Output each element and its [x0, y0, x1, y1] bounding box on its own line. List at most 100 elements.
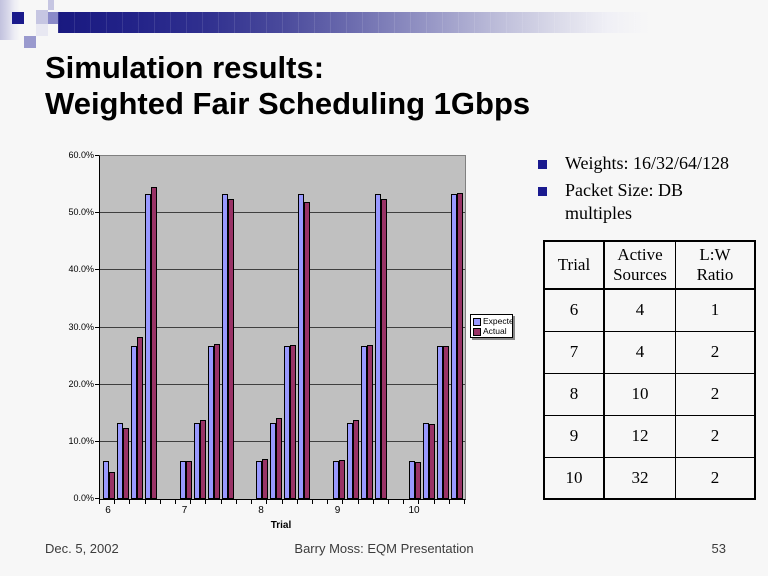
x-axis-tick: [387, 500, 389, 504]
bar-actual: [457, 192, 463, 499]
x-axis-label: 8: [258, 505, 264, 516]
x-axis-tick: [220, 500, 222, 504]
bar-expected: [179, 460, 186, 499]
bar-actual: [290, 344, 296, 499]
bar-actual: [380, 198, 387, 499]
bar-actual: [415, 462, 421, 499]
header-gradient-bar: [58, 12, 650, 33]
bar-actual: [151, 187, 157, 499]
table-cell: 1: [675, 288, 756, 332]
gridline: [100, 212, 465, 214]
table-cell: 7: [543, 330, 605, 374]
title-line-2: Weighted Fair Scheduling 1Gbps: [45, 86, 531, 121]
footer-author: Barry Moss: EQM Presentation: [294, 541, 474, 556]
bar-expected: [374, 194, 381, 499]
x-axis-tick: [418, 500, 420, 504]
bar-expected: [284, 346, 290, 499]
bar-actual: [352, 420, 359, 499]
header-square-top: [48, 0, 54, 10]
bar-expected: [409, 460, 415, 499]
chart-legend: ExpectedActual: [470, 314, 513, 338]
x-axis-tick: [175, 500, 177, 504]
bar-expected: [131, 346, 137, 499]
bar-expected: [221, 194, 228, 499]
page-title: Simulation results: Weighted Fair Schedu…: [45, 50, 530, 122]
table-cell: 2: [675, 372, 756, 416]
x-axis-tick: [327, 500, 329, 504]
bar-actual: [276, 418, 282, 499]
bar-expected: [332, 460, 339, 499]
x-axis-tick: [266, 500, 268, 504]
table-cell: 32: [603, 456, 676, 500]
x-axis-tick: [281, 500, 283, 504]
x-axis-tick: [464, 500, 465, 504]
y-axis-tick: [95, 326, 99, 328]
y-axis-label: 0.0%: [73, 493, 94, 503]
x-axis-tick: [159, 500, 161, 504]
x-axis-tick: [251, 500, 253, 504]
bar-actual: [304, 201, 310, 499]
bar-expected: [437, 346, 443, 499]
bullet-square-icon: [538, 187, 547, 196]
bar-actual: [262, 458, 268, 499]
bar-actual: [429, 423, 435, 499]
x-axis-tick: [342, 500, 344, 504]
x-axis-tick: [129, 500, 131, 504]
x-axis-label: 6: [105, 505, 111, 516]
bullet-text: Packet Size: DB multiples: [565, 180, 683, 223]
y-axis-tick: [95, 155, 99, 156]
x-axis-tick: [311, 500, 313, 504]
y-axis-label: 10.0%: [68, 435, 94, 446]
table-header-cell: L:W Ratio: [675, 240, 756, 290]
header-gradient-strip: [0, 0, 20, 40]
header-square-blue: [48, 12, 58, 24]
y-axis-tick: [95, 440, 99, 442]
legend-swatch-expected: [473, 317, 481, 326]
y-axis-tick: [95, 383, 99, 385]
bar-actual: [137, 337, 143, 499]
bar-expected: [193, 422, 200, 499]
x-axis-tick: [99, 500, 100, 504]
footer-date: Dec. 5, 2002: [45, 541, 119, 556]
table-cell: 2: [675, 414, 756, 458]
bar-actual: [199, 420, 206, 499]
header-square-light: [36, 24, 48, 36]
bar-expected: [103, 460, 109, 499]
y-axis-label: 50.0%: [68, 207, 94, 218]
table-row: 9 12 2: [543, 414, 756, 458]
bar-expected: [207, 346, 214, 499]
bar-actual: [109, 472, 115, 499]
header-square-navy: [12, 12, 24, 24]
bar-expected: [423, 422, 429, 499]
table-cell: 2: [675, 456, 756, 500]
x-axis-tick: [235, 500, 237, 504]
legend-label: Expected: [483, 316, 512, 326]
bullet-square-icon: [538, 160, 547, 169]
bar-expected: [298, 194, 304, 499]
bar-actual: [338, 459, 345, 499]
x-axis-tick: [205, 500, 207, 504]
chart: ExpectedActual Trial 0.0% 10.0% 20.0% 30.0%…: [60, 145, 536, 533]
bar-expected: [145, 194, 151, 499]
table-header-cell: Active Sources: [603, 240, 676, 290]
table-cell: 12: [603, 414, 676, 458]
bar-actual: [185, 460, 192, 499]
x-axis-tick: [403, 500, 405, 504]
legend-item: Actual: [473, 327, 512, 336]
gridline: [100, 440, 465, 442]
x-axis-tick: [433, 500, 435, 504]
page-number: 53: [711, 541, 726, 556]
plot-area: [99, 155, 466, 500]
bar-actual: [213, 344, 220, 499]
x-axis-tick: [296, 500, 298, 504]
bullet-text: Weights: 16/32/64/128: [565, 153, 730, 173]
table-cell: 2: [675, 330, 756, 374]
table-row: 10 32 2: [543, 456, 756, 500]
bar-expected: [270, 422, 276, 499]
table-cell: 10: [603, 372, 676, 416]
x-axis-tick: [114, 500, 116, 504]
table-row: 8 10 2: [543, 372, 756, 416]
